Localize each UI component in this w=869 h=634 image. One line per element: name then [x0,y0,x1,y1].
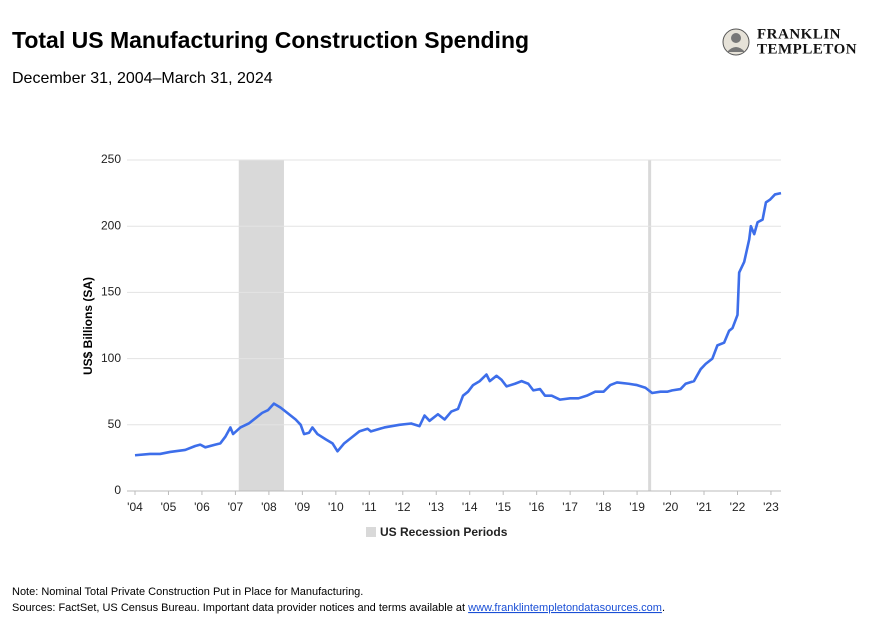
y-tick-label: 0 [114,483,121,497]
y-axis-label: US$ Billions (SA) [81,277,95,375]
logo-text: FRANKLIN [757,26,841,42]
y-tick-label: 250 [101,152,121,166]
data-line [134,191,782,457]
x-tick-label: '05 [161,500,177,514]
chart-title: Total US Manufacturing Construction Spen… [12,27,529,53]
x-tick-label: '08 [261,500,277,514]
legend-swatch [366,527,376,537]
chart-subtitle: December 31, 2004–March 31, 2024 [12,70,273,87]
x-tick-label: '11 [362,500,377,514]
x-tick-label: '17 [562,500,578,514]
x-tick-label: '12 [395,500,411,514]
y-tick-label: 150 [101,285,121,299]
plot-area: 0 50 100 150 200 250 '04 '05 '06 '07 '08 '09 '10 '11 '… [101,152,782,539]
y-tick-label: 100 [101,351,121,365]
logo-portrait-body [727,47,745,52]
x-tick-label: '23 [763,500,779,514]
x-tick-label: '20 [663,500,679,514]
legend-label: US Recession Periods [380,525,508,539]
footnote: Note: Nominal Total Private Construction… [12,586,363,598]
logo-text: TEMPLETON [757,41,857,57]
footnote-end: . [662,602,665,614]
x-tick-label: '10 [328,500,344,514]
footnote-sources: Sources: FactSet, US Census Bureau. Impo… [12,602,468,614]
recession-band [648,160,652,491]
x-tick-label: '22 [730,500,746,514]
logo-portrait-head [731,33,741,43]
recession-band [238,160,284,491]
x-tick-label: '15 [495,500,511,514]
footnote-link[interactable]: www.franklintempletondatasources.com [467,602,662,614]
logo: FRANKLIN TEMPLETON [722,26,857,57]
y-tick-label: 50 [108,417,122,431]
x-tick-label: '16 [529,500,545,514]
x-tick-label: '13 [428,500,444,514]
x-tick-label: '14 [462,500,478,514]
footnote: Sources: FactSet, US Census Bureau. Impo… [12,602,665,614]
y-tick-label: 200 [101,218,121,232]
x-tick-label: '06 [194,500,210,514]
x-tick-label: '09 [295,500,311,514]
x-tick-label: '19 [629,500,645,514]
x-tick-label: '04 [127,500,143,514]
x-tick-label: '18 [596,500,612,514]
x-tick-label: '21 [696,500,712,514]
x-tick-label: '07 [228,500,244,514]
